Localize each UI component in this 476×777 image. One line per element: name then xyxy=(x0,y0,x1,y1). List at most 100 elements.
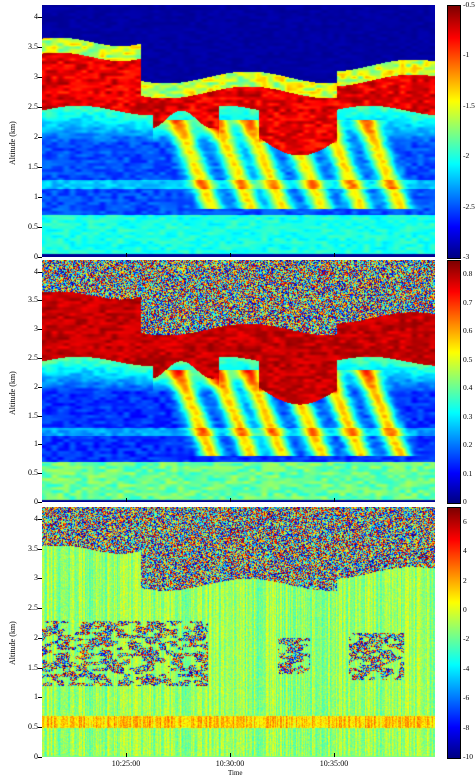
colorbar-tick-label: -1 xyxy=(463,50,470,60)
y-tick-label: 2.5 xyxy=(28,352,38,362)
x-tick-mark xyxy=(230,498,231,502)
colorbar-tick-label: -3 xyxy=(463,252,470,261)
x-tick-mark xyxy=(126,498,127,502)
colorbar-tick-label: -0.5 xyxy=(463,0,475,9)
colorbar-2 xyxy=(447,260,461,504)
y-tick-mark xyxy=(38,637,42,639)
colorbar-tick-label: 0.5 xyxy=(463,354,473,364)
y-tick-label: 0 xyxy=(34,497,38,506)
colorbar-1-canvas xyxy=(448,6,460,258)
colorbar-tick-label: -2 xyxy=(463,634,470,644)
colorbar-tick-label: 4 xyxy=(463,546,467,556)
y-tick-mark xyxy=(38,502,42,503)
colorbar-tick-label: 0 xyxy=(463,497,467,506)
y-tick-mark xyxy=(38,473,42,475)
y-tick-mark xyxy=(38,271,42,273)
colorbar-tick-label: 2 xyxy=(463,575,467,585)
colorbar-2-canvas xyxy=(448,261,460,503)
colorbar-tick-label: 0.4 xyxy=(463,383,473,393)
colorbar-tick-label: 0.7 xyxy=(463,297,473,307)
colorbar-tick-label: -1.5 xyxy=(463,100,475,110)
x-tick-mark xyxy=(334,253,335,257)
y-tick-mark xyxy=(38,47,42,48)
y-tick-mark xyxy=(38,329,42,331)
y-tick-label: 4 xyxy=(34,513,38,523)
y-tick-label: 2.5 xyxy=(28,102,38,111)
y-tick-mark xyxy=(38,17,42,18)
colorbar-3-canvas xyxy=(448,508,460,758)
x-tick-mark xyxy=(126,753,127,757)
y-tick-mark xyxy=(38,415,42,417)
heatmap-3-canvas xyxy=(42,507,435,757)
y-tick-label: 1 xyxy=(34,192,38,201)
y-tick-mark xyxy=(38,578,42,580)
colorbar-tick-label: 0 xyxy=(463,604,467,614)
y-tick-label: 3.5 xyxy=(28,295,38,305)
y-axis-label-1: Altitude (km) xyxy=(8,121,17,165)
x-tick-label: 10:25:00 xyxy=(111,759,141,768)
y-tick-label: 4 xyxy=(34,12,38,21)
y-tick-label: 0.5 xyxy=(28,468,38,478)
y-tick-label: 2.5 xyxy=(28,603,38,613)
y-tick-label: 0.5 xyxy=(28,222,38,231)
y-tick-mark xyxy=(38,386,42,388)
y-tick-mark xyxy=(38,107,42,108)
x-tick-mark xyxy=(230,753,231,757)
heatmap-1-canvas xyxy=(42,5,435,257)
colorbar-tick-label: 0.3 xyxy=(463,411,473,421)
x-tick-mark xyxy=(126,253,127,257)
x-tick-mark xyxy=(334,498,335,502)
y-tick-label: 1.5 xyxy=(28,662,38,672)
y-tick-label: 3.5 xyxy=(28,543,38,553)
y-tick-label: 0 xyxy=(34,752,38,761)
x-axis-label: Time xyxy=(228,769,243,777)
colorbar-1 xyxy=(447,5,461,259)
y-tick-mark xyxy=(38,444,42,446)
y-tick-mark xyxy=(38,727,42,729)
x-tick-mark xyxy=(230,253,231,257)
y-tick-mark xyxy=(38,667,42,669)
y-tick-label: 0.5 xyxy=(28,722,38,732)
y-tick-label: 3 xyxy=(34,72,38,81)
heatmap-3 xyxy=(42,507,435,757)
y-tick-label: 1.5 xyxy=(28,410,38,420)
colorbar-tick-label: -10 xyxy=(463,752,473,761)
colorbar-tick-label: -2 xyxy=(463,151,470,161)
x-tick-label: 10:30:00 xyxy=(215,759,245,768)
heatmap-2 xyxy=(42,260,435,502)
y-tick-label: 0 xyxy=(34,252,38,261)
y-tick-mark xyxy=(38,608,42,610)
y-tick-label: 2 xyxy=(34,632,38,642)
x-tick-label: 10:35:00 xyxy=(319,759,349,768)
colorbar-tick-label: -2.5 xyxy=(463,201,475,211)
colorbar-tick-label: -6 xyxy=(463,693,470,703)
y-tick-mark xyxy=(38,300,42,302)
y-tick-label: 2 xyxy=(34,381,38,391)
colorbar-tick-label: 0.1 xyxy=(463,468,473,478)
y-tick-mark xyxy=(38,137,42,138)
colorbar-tick-label: 0.2 xyxy=(463,440,473,450)
y-tick-mark xyxy=(38,227,42,228)
colorbar-tick-label: 0.8 xyxy=(463,269,473,279)
heatmap-1 xyxy=(42,5,435,257)
y-tick-label: 1.5 xyxy=(28,162,38,171)
x-tick-mark xyxy=(334,753,335,757)
y-tick-mark xyxy=(38,697,42,699)
y-tick-label: 3.5 xyxy=(28,42,38,51)
y-tick-mark xyxy=(38,357,42,359)
y-tick-mark xyxy=(38,548,42,550)
heatmap-2-canvas xyxy=(42,260,435,502)
y-tick-label: 3 xyxy=(34,324,38,334)
y-tick-mark xyxy=(38,167,42,168)
colorbar-tick-label: 0.6 xyxy=(463,326,473,336)
y-tick-mark xyxy=(38,518,42,520)
y-tick-mark xyxy=(38,257,42,258)
y-axis-label-2: Altitude (km) xyxy=(8,371,17,415)
y-tick-label: 4 xyxy=(34,266,38,276)
colorbar-3 xyxy=(447,507,461,759)
y-tick-mark xyxy=(38,197,42,198)
y-tick-label: 1 xyxy=(34,439,38,449)
colorbar-tick-label: -4 xyxy=(463,663,470,673)
y-axis-label-3: Altitude (km) xyxy=(8,621,17,665)
colorbar-tick-label: 6 xyxy=(463,516,467,526)
